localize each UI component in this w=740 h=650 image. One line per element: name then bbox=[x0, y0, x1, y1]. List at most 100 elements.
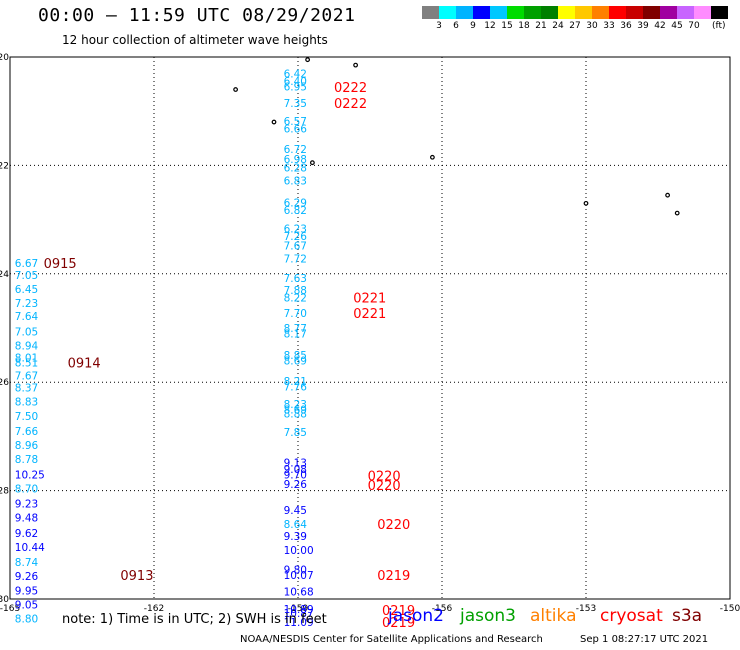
colorbar-swatch bbox=[439, 6, 456, 19]
colorbar-swatch bbox=[677, 6, 694, 19]
colorbar-tick-label: 39 bbox=[637, 21, 649, 31]
x-tick-label: -162 bbox=[144, 604, 164, 614]
wave-height-label: 6.98 bbox=[284, 154, 307, 166]
wave-height-label: 6.72 bbox=[284, 144, 307, 156]
pass-time-label: 0221 bbox=[353, 307, 386, 322]
wave-height-label: 8.64 bbox=[284, 519, 308, 531]
island-marker bbox=[233, 87, 239, 92]
colorbar-tick-label: 24 bbox=[552, 21, 564, 31]
colorbar-swatch bbox=[643, 6, 660, 19]
wave-height-label: 9.80 bbox=[284, 565, 307, 577]
wave-height-label: 9.45 bbox=[284, 505, 307, 517]
colorbar-swatch bbox=[575, 6, 592, 19]
x-tick-label: -159 bbox=[288, 604, 309, 614]
pass-time-label: 0220 bbox=[377, 518, 410, 533]
wave-height-label: 10.00 bbox=[284, 545, 314, 557]
footer-credit: NOAA/NESDIS Center for Satellite Applica… bbox=[240, 634, 543, 645]
wave-height-label: 6.57 bbox=[284, 116, 307, 128]
wave-height-label: 7.67 bbox=[15, 371, 38, 383]
colorbar-tick-label: 70 bbox=[688, 21, 700, 31]
colorbar-tick-label: 15 bbox=[501, 21, 513, 31]
pass-time-label: 0219 bbox=[377, 569, 410, 584]
wave-height-label: 9.26 bbox=[15, 571, 39, 583]
wave-height-label: 7.50 bbox=[15, 411, 38, 423]
plot-frame bbox=[9, 56, 731, 600]
wave-height-label: 6.67 bbox=[15, 258, 38, 270]
wave-height-label: 7.05 bbox=[15, 326, 38, 338]
wave-height-label: 7.64 bbox=[15, 311, 39, 323]
colorbar-swatch bbox=[422, 6, 439, 19]
colorbar-tick-label: 42 bbox=[654, 21, 666, 31]
colorbar bbox=[422, 6, 728, 19]
wave-height-label: 6.66 bbox=[284, 124, 308, 136]
wave-height-label: 7.72 bbox=[284, 254, 307, 266]
page-subtitle: 12 hour collection of altimeter wave hei… bbox=[62, 33, 328, 47]
colorbar-tick-label: 36 bbox=[620, 21, 632, 31]
wave-height-label: 10.25 bbox=[15, 469, 45, 481]
wave-height-label: 9.08 bbox=[284, 464, 307, 476]
wave-height-label: 9.39 bbox=[284, 531, 307, 543]
island-marker bbox=[271, 119, 277, 125]
island-marker bbox=[310, 160, 315, 166]
wave-height-label: 10.89 bbox=[284, 604, 314, 616]
wave-height-label: 8.88 bbox=[284, 409, 307, 421]
pass-time-label: 0219 bbox=[382, 616, 415, 631]
wave-height-label: 8.96 bbox=[15, 440, 39, 452]
wave-height-label: 7.66 bbox=[15, 426, 39, 438]
wave-height-label: 8.01 bbox=[15, 352, 38, 364]
wave-height-label: 8.94 bbox=[15, 340, 39, 352]
colorbar-tick-label: 30 bbox=[586, 21, 598, 31]
wave-height-label: 6.42 bbox=[284, 68, 307, 80]
wave-height-label: 6.23 bbox=[284, 223, 307, 235]
pass-time-label: 0915 bbox=[44, 257, 77, 272]
colorbar-swatch bbox=[558, 6, 575, 19]
y-tick-label: -22 bbox=[0, 161, 9, 171]
x-tick-label: -153 bbox=[576, 604, 596, 614]
footer-note: note: 1) Time is in UTC; 2) SWH is in fe… bbox=[62, 612, 327, 627]
wave-height-label: 7.67 bbox=[284, 241, 307, 253]
y-tick-label: -20 bbox=[0, 53, 9, 63]
x-tick-label: -165 bbox=[0, 604, 20, 614]
island-marker bbox=[583, 200, 589, 206]
wave-height-label: 8.77 bbox=[284, 323, 307, 335]
wave-height-label: 6.28 bbox=[284, 163, 307, 175]
wave-height-label: 11.09 bbox=[284, 617, 314, 629]
wave-height-label: 8.17 bbox=[284, 328, 307, 340]
wave-height-label: 8.22 bbox=[284, 293, 307, 305]
wave-height-label: 7.63 bbox=[284, 273, 307, 285]
wave-height-label: 10.44 bbox=[15, 542, 45, 554]
wave-height-label: 6.29 bbox=[284, 197, 307, 209]
colorbar-swatch bbox=[456, 6, 473, 19]
y-tick-label: -24 bbox=[0, 270, 9, 280]
mission-legend-item: altika bbox=[530, 606, 577, 626]
wave-height-label: 8.83 bbox=[15, 397, 38, 409]
colorbar-swatch bbox=[473, 6, 490, 19]
wave-height-label: 7.26 bbox=[284, 231, 308, 243]
pass-time-label: 0220 bbox=[368, 469, 401, 484]
pass-time-label: 0219 bbox=[382, 604, 415, 619]
colorbar-swatch bbox=[626, 6, 643, 19]
island-marker bbox=[665, 192, 670, 198]
y-tick-label: -28 bbox=[0, 487, 9, 497]
colorbar-swatch bbox=[507, 6, 524, 19]
colorbar-swatch bbox=[541, 6, 558, 19]
wave-height-label: 8.69 bbox=[284, 356, 307, 368]
pass-time-label: 0913 bbox=[120, 569, 153, 584]
wave-height-label: 10.87 bbox=[284, 608, 314, 620]
colorbar-tick-label: 45 bbox=[671, 21, 683, 31]
wave-height-label: 9.26 bbox=[284, 479, 308, 491]
colorbar-swatch bbox=[694, 6, 711, 19]
colorbar-tick-label: 12 bbox=[484, 21, 496, 31]
wave-height-label: 10.07 bbox=[284, 570, 314, 582]
wave-height-label: 8.80 bbox=[15, 614, 38, 626]
wave-height-label: 7.88 bbox=[284, 285, 307, 297]
wave-height-label: 8.85 bbox=[284, 350, 307, 362]
island-marker bbox=[430, 154, 435, 160]
mission-legend-item: cryosat bbox=[600, 606, 663, 626]
pass-time-label: 0914 bbox=[68, 357, 101, 372]
y-tick-label: -26 bbox=[0, 378, 9, 388]
colorbar-tick-label: 6 bbox=[453, 21, 459, 31]
mission-legend-item: s3a bbox=[672, 606, 703, 626]
